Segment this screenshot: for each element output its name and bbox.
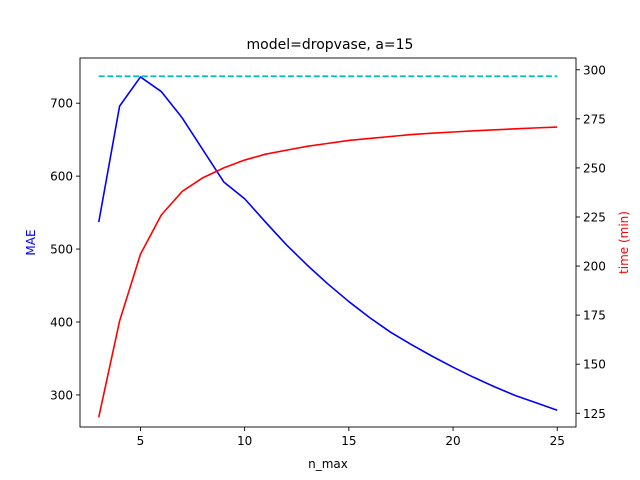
x-tick-label-10: 10 xyxy=(237,434,252,448)
x-tick-label-20: 20 xyxy=(445,434,460,448)
right-y-tick-label-150: 150 xyxy=(583,358,606,372)
left-y-tick-label-300: 300 xyxy=(50,388,73,402)
left-y-axis-label: MAE xyxy=(24,229,38,255)
x-tick-label-15: 15 xyxy=(341,434,356,448)
left-y-tick-label-400: 400 xyxy=(50,315,73,329)
series-line-1 xyxy=(97,76,558,411)
plot-area: 5 10 15 20 25 300 400 500 600 700 125 150 175 200 225 2… xyxy=(24,57,631,471)
chart-title: model=dropvase, a=15 xyxy=(247,37,414,53)
series-line-3 xyxy=(97,126,558,418)
right-y-tick-label-125: 125 xyxy=(583,407,606,421)
right-y-tick-label-175: 175 xyxy=(583,309,606,323)
x-axis-label: n_max xyxy=(308,457,348,471)
left-y-tick-label-500: 500 xyxy=(50,243,73,257)
left-y-tick-label-600: 600 xyxy=(50,170,73,184)
right-y-tick-label-275: 275 xyxy=(583,112,606,126)
right-y-tick-label-250: 250 xyxy=(583,161,606,175)
plot-frame xyxy=(79,57,577,428)
right-y-tick-label-225: 225 xyxy=(583,210,606,224)
right-y-tick-label-300: 300 xyxy=(583,63,606,77)
x-tick-label-5: 5 xyxy=(137,434,145,448)
left-y-tick-label-700: 700 xyxy=(50,97,73,111)
right-y-axis-label: time (min) xyxy=(617,211,631,274)
right-y-tick-label-200: 200 xyxy=(583,260,606,274)
x-tick-label-25: 25 xyxy=(550,434,565,448)
